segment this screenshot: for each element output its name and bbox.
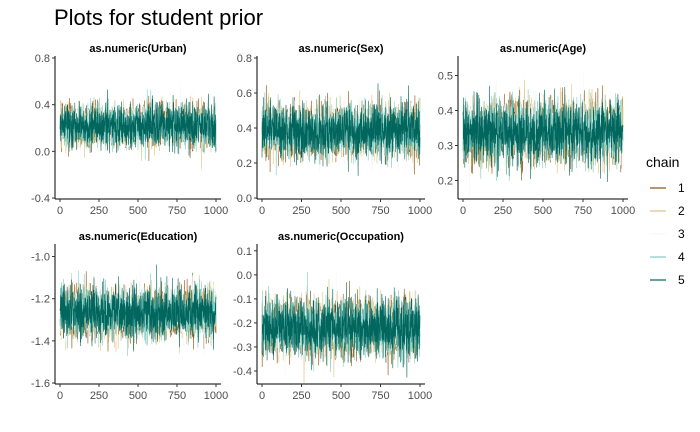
x-tick-label: 750 xyxy=(168,390,186,402)
legend-title: chain xyxy=(646,154,679,170)
y-tick-label: 0.0 xyxy=(237,193,252,205)
trace-line-chain-5 xyxy=(59,264,217,352)
y-tick-label: -1.0 xyxy=(31,252,50,264)
trace-panel: as.numeric(Age) 0.2 0.3 0.4 0.5 0 250 500 750 100… xyxy=(438,43,636,217)
x-tick-label: 0 xyxy=(57,390,63,402)
y-tick-label: -0.1 xyxy=(233,294,252,306)
y-tick-label: -0.3 xyxy=(233,342,252,354)
legend-label-chain-5: 5 xyxy=(678,273,685,287)
y-tick-label: 0.3 xyxy=(438,141,453,153)
x-tick-label: 0 xyxy=(460,205,466,217)
legend-label-chain-3: 3 xyxy=(678,227,685,241)
y-tick-label: 0.2 xyxy=(237,158,252,170)
y-tick-label: 0.1 xyxy=(237,246,252,258)
x-tick-label: 0 xyxy=(57,205,63,217)
page-title: Plots for student prior xyxy=(54,5,264,30)
y-tick-label: 0.8 xyxy=(237,53,252,65)
trace-panel: as.numeric(Sex) 0.0 0.2 0.4 0.6 0.8 0 250 500 750… xyxy=(237,43,433,217)
y-tick-label: -1.4 xyxy=(31,336,50,348)
y-tick-label: -1.2 xyxy=(31,294,50,306)
x-tick-label: 1000 xyxy=(204,390,228,402)
y-tick-label: 0.6 xyxy=(237,88,252,100)
x-tick-label: 750 xyxy=(168,205,186,217)
y-tick-label: 0.8 xyxy=(35,53,50,65)
x-tick-label: 500 xyxy=(332,390,350,402)
legend-label-chain-1: 1 xyxy=(678,181,685,195)
x-tick-label: 500 xyxy=(332,205,350,217)
x-tick-label: 250 xyxy=(292,390,310,402)
x-tick-label: 500 xyxy=(129,205,147,217)
x-tick-label: 0 xyxy=(259,205,265,217)
trace-line-chain-5 xyxy=(261,282,421,378)
y-tick-label: 0.4 xyxy=(35,100,50,112)
y-tick-label: -0.4 xyxy=(233,366,252,378)
y-tick-label: 0.0 xyxy=(35,146,50,158)
x-tick-label: 500 xyxy=(129,390,147,402)
x-tick-label: 750 xyxy=(371,205,389,217)
x-tick-label: 250 xyxy=(90,205,108,217)
x-tick-label: 1000 xyxy=(408,390,432,402)
x-tick-label: 500 xyxy=(534,205,552,217)
y-tick-label: 0.4 xyxy=(237,123,252,135)
y-tick-label: 0.2 xyxy=(438,176,453,188)
trace-line-chain-5 xyxy=(59,89,217,156)
y-tick-label: -1.6 xyxy=(31,378,50,390)
panel-title: as.numeric(Sex) xyxy=(299,43,384,55)
trace-line-chain-5 xyxy=(261,83,421,176)
trace-panel: as.numeric(Education) -1.6 -1.4 -1.2 -1.0 0 25… xyxy=(31,231,228,402)
y-tick-label: 0.5 xyxy=(438,71,453,83)
panel-title: as.numeric(Urban) xyxy=(89,43,187,55)
y-tick-label: 0.0 xyxy=(237,270,252,282)
y-tick-label: -0.2 xyxy=(233,318,252,330)
trace-panel: as.numeric(Occupation) -0.4 -0.3 -0.2 -0.1 0.… xyxy=(233,231,432,402)
panel-title: as.numeric(Occupation) xyxy=(278,231,404,243)
x-tick-label: 750 xyxy=(371,390,389,402)
legend-label-chain-4: 4 xyxy=(678,250,685,264)
y-tick-label: 0.4 xyxy=(438,106,453,118)
x-tick-label: 250 xyxy=(494,205,512,217)
x-tick-label: 1000 xyxy=(611,205,635,217)
x-tick-label: 1000 xyxy=(204,205,228,217)
x-tick-label: 250 xyxy=(292,205,310,217)
panel-title: as.numeric(Education) xyxy=(79,231,198,243)
panel-title: as.numeric(Age) xyxy=(500,43,587,55)
y-tick-label: -0.4 xyxy=(31,193,50,205)
x-tick-label: 1000 xyxy=(408,205,432,217)
trace-line-chain-4 xyxy=(59,270,217,357)
x-tick-label: 750 xyxy=(574,205,592,217)
x-tick-label: 0 xyxy=(259,390,265,402)
x-tick-label: 250 xyxy=(90,390,108,402)
trace-line-chain-5 xyxy=(462,85,624,182)
legend: chain 1 2 3 4 5 xyxy=(646,154,685,287)
legend-label-chain-2: 2 xyxy=(678,204,685,218)
trace-panel: as.numeric(Urban) -0.4 0.0 0.4 0.8 0 250 500 750… xyxy=(31,43,228,217)
